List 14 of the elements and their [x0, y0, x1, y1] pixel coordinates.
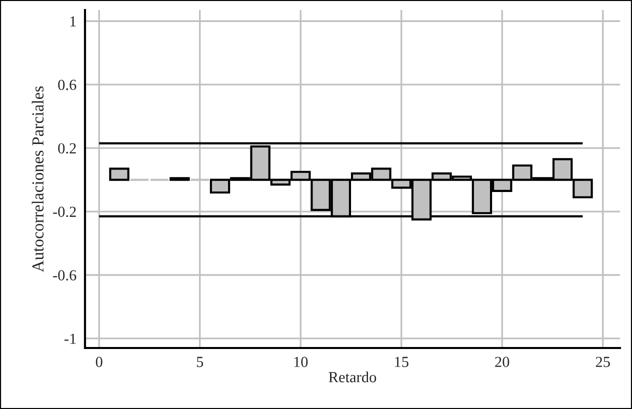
y-tick-label: -1: [64, 334, 76, 344]
x-tick-label: 0: [96, 356, 102, 368]
y-tick-label: 0.2: [58, 143, 76, 154]
y-tick-label: -0.6: [53, 270, 76, 281]
y-tick-label: 1: [70, 16, 76, 26]
x-tick-label: 25: [596, 356, 610, 368]
y-tick-label: -0.2: [53, 206, 76, 218]
x-tick-label: 20: [495, 356, 510, 368]
y-tick-label: 0.6: [58, 80, 76, 90]
x-tick-label: 5: [196, 356, 204, 368]
x-tick-label: 10: [294, 356, 308, 368]
x-tick-label: 15: [395, 356, 408, 368]
y-axis-title: Autocorrelaciones Parciales: [32, 86, 44, 272]
x-axis-title: Retardo: [328, 372, 376, 382]
